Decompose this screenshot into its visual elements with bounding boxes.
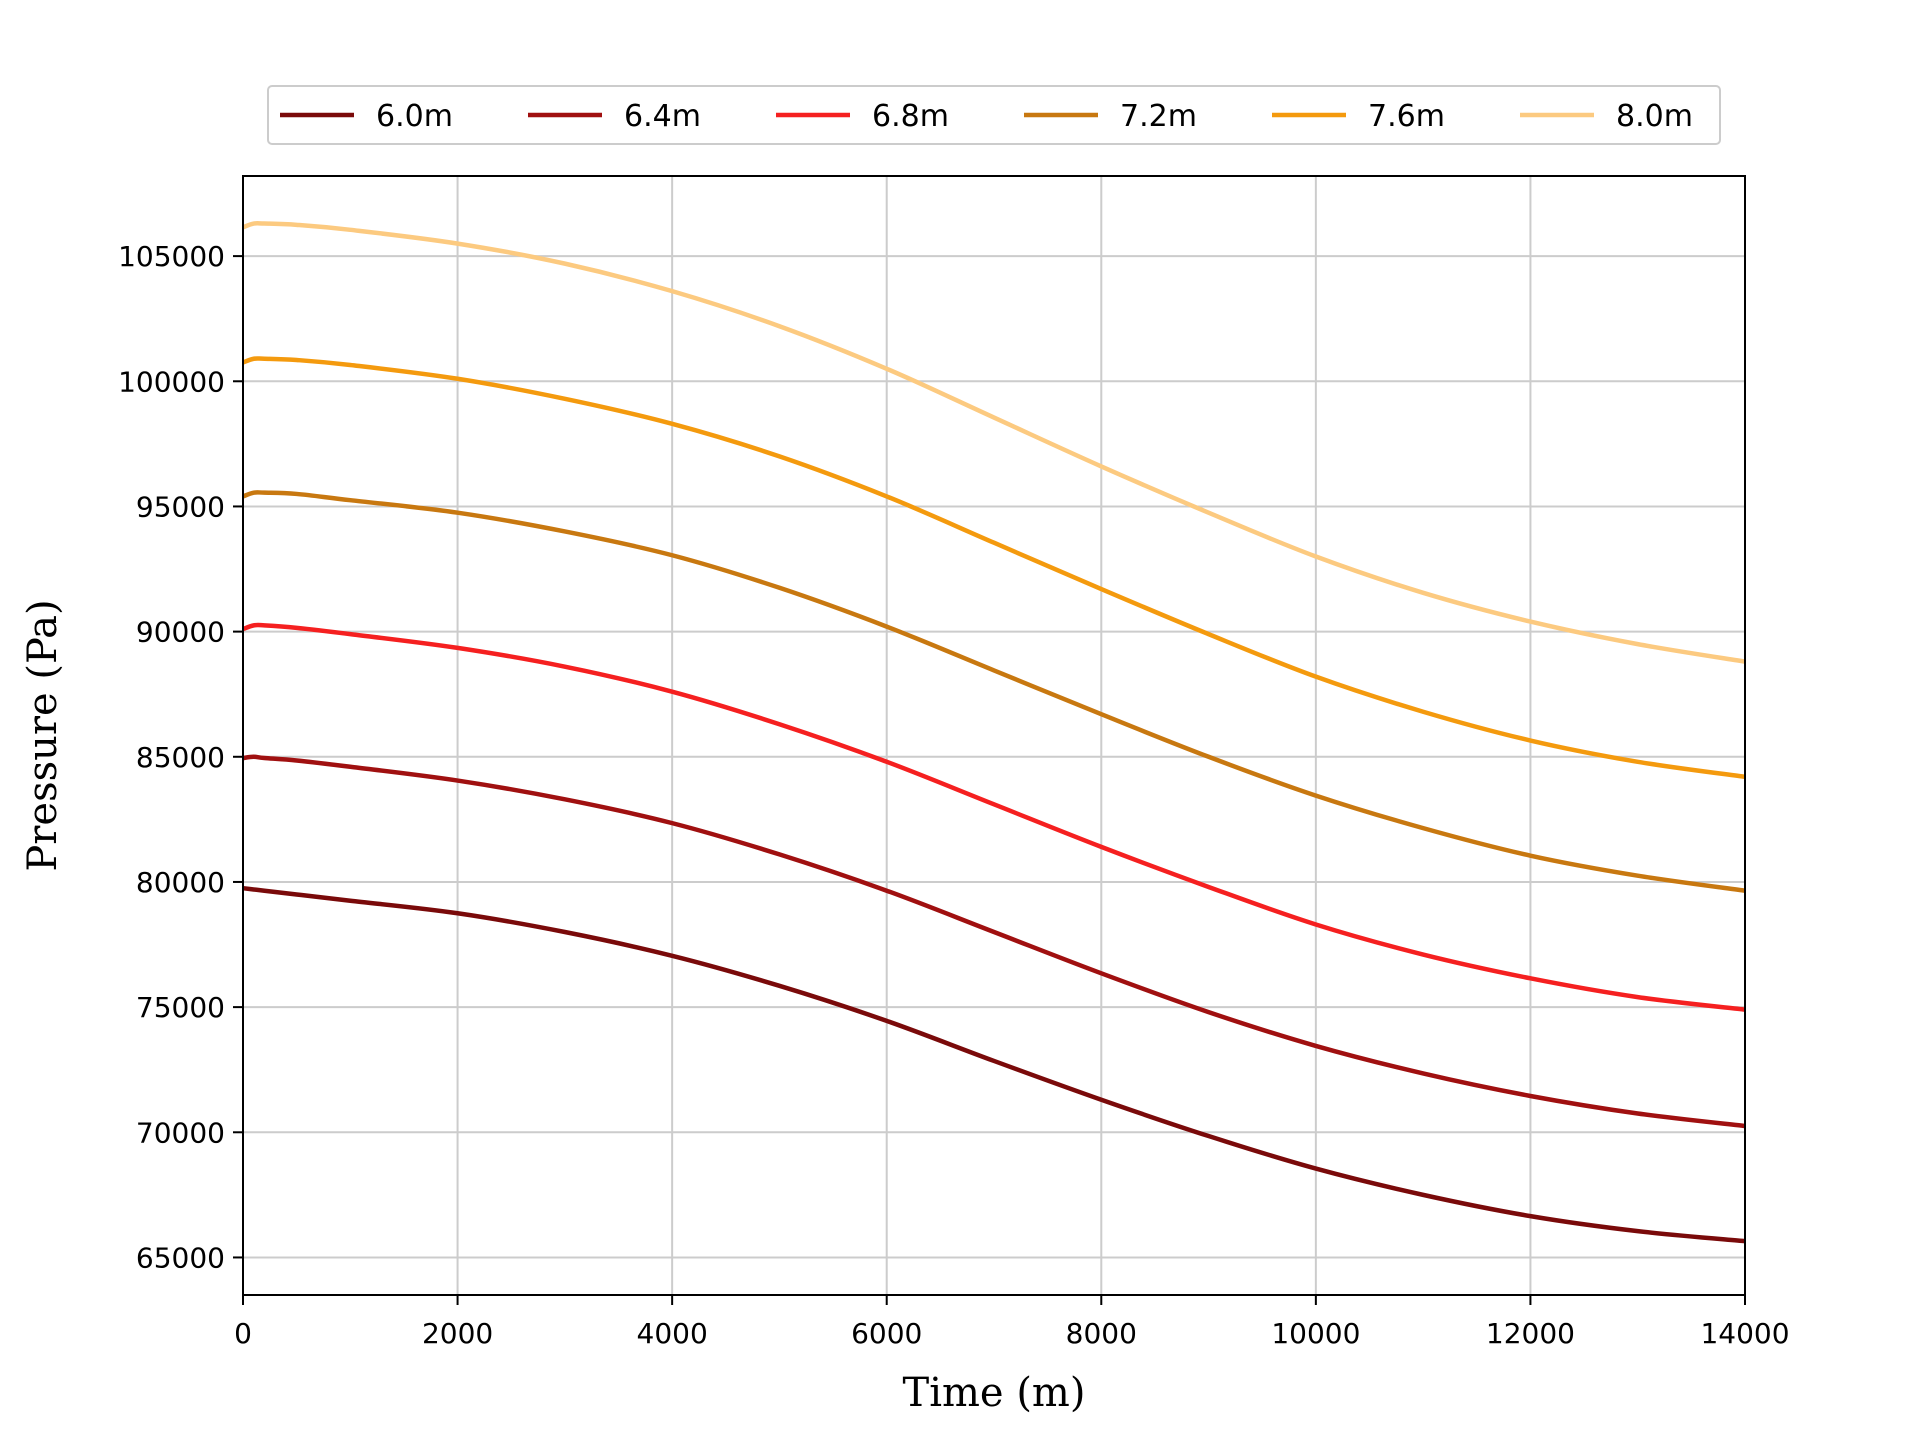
y-tick-label: 105000 [118,240,225,273]
legend-frame [267,85,1721,145]
plot-area-frame [242,175,1746,1296]
series-line-7.2m [242,490,1746,893]
x-tick-label: 2000 [422,1317,493,1350]
y-tick-label: 95000 [136,490,225,523]
legend-label-6.0m: 6.0m [376,99,453,134]
y-tick-label: 65000 [136,1241,225,1274]
legend-items: 6.0m 6.4m 6.8m 7.2m 7.6m 8.0m [280,99,1693,134]
series-line-8.0m [242,220,1746,664]
series-lines [242,220,1746,1244]
series-line-6.4m [242,754,1746,1129]
y-tick-label: 85000 [136,741,225,774]
legend-label-6.8m: 6.8m [872,99,949,134]
x-tick-label: 4000 [637,1317,708,1350]
y-tick-label: 75000 [136,991,225,1024]
y-axis-ticks: 65000 70000 75000 80000 85000 90000 95000 10000… [118,240,243,1274]
x-tick-label: 6000 [851,1317,922,1350]
y-tick-label: 80000 [136,866,225,899]
y-tick-label: 70000 [136,1116,225,1149]
y-axis-title: Pressure (Pa) [20,599,66,871]
x-axis-ticks: 0 2000 4000 6000 8000 10000 12000 14000 [234,1295,1790,1350]
x-tick-label: 0 [234,1317,252,1350]
x-tick-label: 12000 [1486,1317,1575,1350]
series-line-6.8m [242,622,1746,1012]
y-tick-label: 100000 [118,365,225,398]
legend-label-7.2m: 7.2m [1120,99,1197,134]
legend-label-6.4m: 6.4m [624,99,701,134]
x-axis-title: Time (m) [903,1370,1086,1416]
x-tick-label: 8000 [1066,1317,1137,1350]
series-line-7.6m [242,356,1746,780]
grid [242,176,1746,1295]
series-line-6.0m [242,885,1746,1244]
y-tick-label: 90000 [136,616,225,649]
legend-label-8.0m: 8.0m [1616,99,1693,134]
x-tick-label: 10000 [1271,1317,1360,1350]
legend-label-7.6m: 7.6m [1368,99,1445,134]
legend: 6.0m 6.4m 6.8m 7.2m 7.6m 8.0m [267,85,1721,145]
x-tick-label: 14000 [1700,1317,1789,1350]
